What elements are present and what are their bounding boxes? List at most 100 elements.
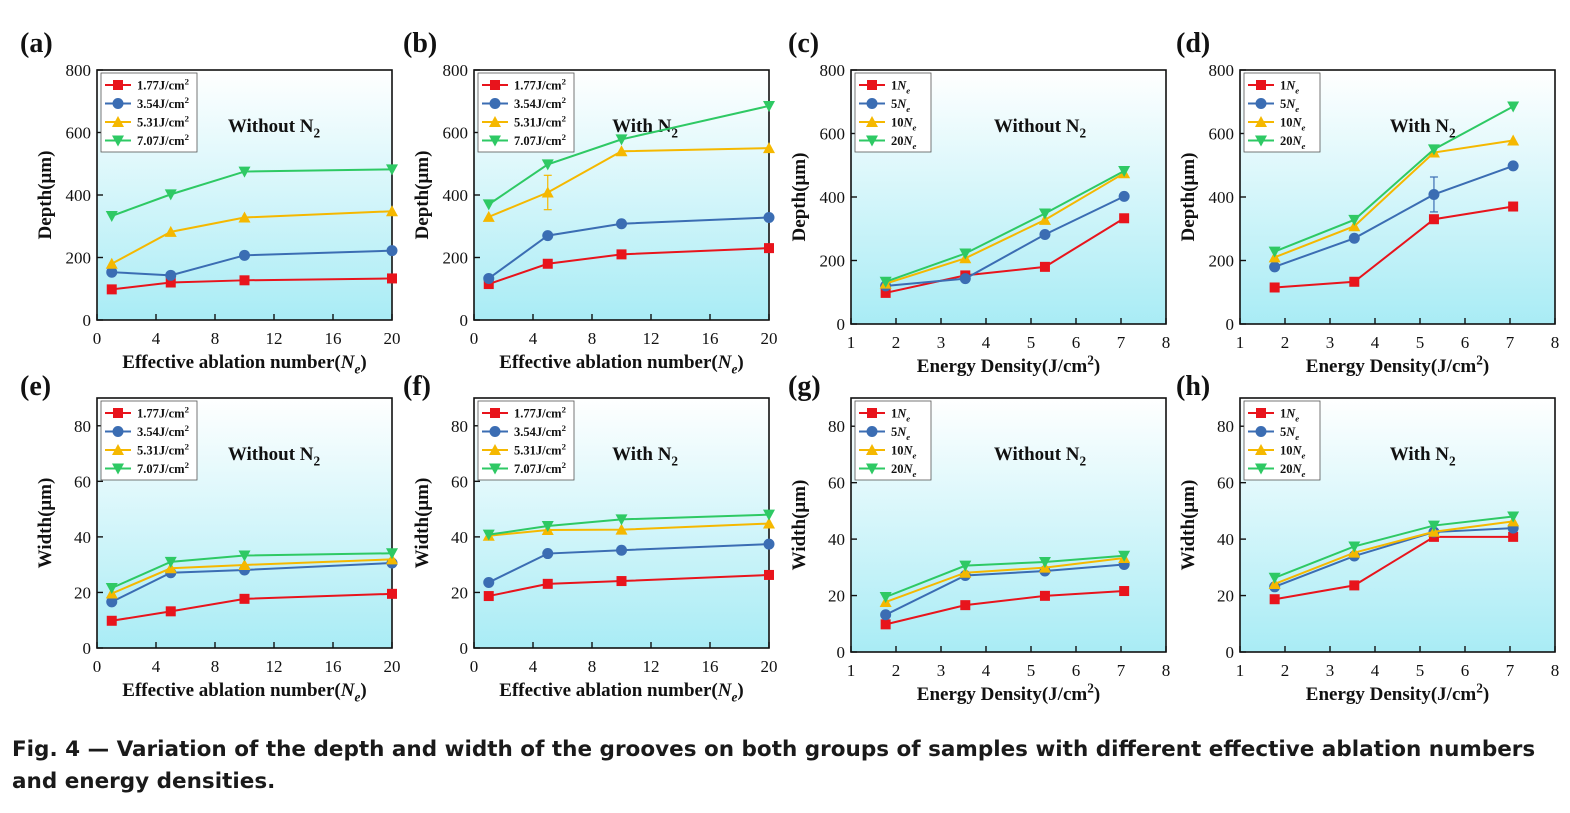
series-line [111,592,393,622]
series-line [885,563,1125,616]
x-tick-label: 20 [384,657,401,676]
plot-frame [1239,397,1556,653]
data-point [1038,556,1051,568]
panel-e: (e) 0 4 8 12 16 20 0 20 40 60 80 Effective ablation … [20,371,401,705]
series-line [885,195,1125,287]
legend-marker [866,135,878,147]
legend-label: 10Ne​ [1280,444,1306,461]
data-point [1428,214,1439,225]
y-tick-label: 40 [451,528,468,547]
data-point [238,558,251,570]
y-tick-label: 200 [66,249,92,268]
y-tick-label: 0 [460,639,469,658]
y-axis-label: Depth(μm) [35,151,56,240]
legend-marker [1256,408,1266,418]
legend-marker [867,408,877,418]
series-line [111,168,393,217]
data-point [615,145,628,157]
x-axis-label: Energy Density(J/cm2​) [1306,352,1489,377]
data-point [1118,550,1131,562]
x-axis-label: Effective ablation number(Ne​) [499,680,743,705]
legend-label: 1Ne​ [1280,407,1299,424]
legend-marker [490,408,500,418]
y-tick-label: 20 [828,587,845,606]
legend-marker [1255,135,1267,147]
y-tick-label: 80 [451,417,468,436]
data-point [483,279,494,290]
legend-label: 1.77J/cm2​ [137,77,189,93]
y-tick-label: 800 [443,61,469,80]
series-line [111,210,393,265]
data-point [386,164,398,176]
data-point [1507,101,1520,113]
series-line [1274,139,1514,259]
x-tick-label: 2 [892,333,901,352]
x-axis-label: Energy Density(J/cm2​) [917,680,1100,705]
legend-marker [866,426,878,437]
y-tick-label: 0 [837,315,846,334]
data-point [616,544,627,556]
y-tick-label: 0 [837,643,846,662]
y-tick-label: 60 [451,472,468,491]
series-line [1274,535,1514,601]
figure-caption: Fig. 4 — Variation of the depth and widt… [12,734,1562,798]
data-point [541,159,554,171]
data-point [483,591,494,602]
annotation: Without N2​ [228,444,321,469]
x-axis-label: Energy Density(J/cm2​) [1306,680,1489,705]
data-point [542,258,553,269]
y-axis-label: Width(μm) [789,480,810,571]
y-tick-label: 0 [1226,315,1235,334]
data-point [959,248,972,260]
x-tick-label: 1 [847,333,856,352]
legend-marker [866,444,878,455]
legend-label: 5Ne​ [891,97,910,114]
series-line [885,172,1125,285]
series-line [111,277,393,291]
x-tick-label: 12 [266,657,283,676]
series-line [488,513,770,536]
y-axis-label: Depth(μm) [1178,153,1199,242]
y-tick-label: 20 [451,583,468,602]
legend-marker [489,135,501,147]
legend-label: 5.31J/cm2​ [514,442,566,458]
data-point [615,523,628,535]
x-tick-label: 4 [982,661,991,680]
legend-marker [112,116,124,127]
panel-label: (a) [20,28,53,59]
data-point [959,560,972,572]
y-tick-label: 0 [83,639,92,658]
data-point [616,576,627,587]
legend-label: 5Ne​ [1280,97,1299,114]
x-tick-label: 7 [1506,661,1515,680]
series-line [488,573,770,598]
x-tick-label: 1 [847,661,856,680]
data-point [764,569,774,580]
legend-label: 7.07J/cm2​ [137,132,189,148]
legend-label: 1Ne​ [891,79,910,96]
series-line [885,170,1125,283]
legend-label: 5.31J/cm2​ [137,442,189,458]
data-point [164,225,177,237]
data-point [880,619,891,630]
data-point [1269,594,1280,605]
series-line [111,562,393,603]
legend-label: 7.07J/cm2​ [137,460,189,476]
series-line [885,217,1125,294]
legend-marker [489,463,501,475]
x-tick-label: 4 [529,329,538,348]
x-tick-label: 4 [1371,661,1380,680]
data-point [1349,580,1360,591]
x-tick-label: 5 [1416,661,1425,680]
data-point [880,287,891,298]
legend-label: 7.07J/cm2​ [514,132,566,148]
x-tick-label: 12 [643,329,660,348]
data-point [105,210,118,222]
x-tick-label: 8 [588,329,597,348]
y-tick-label: 400 [443,186,469,205]
plot-frame [96,397,393,649]
y-tick-label: 200 [1209,252,1235,271]
data-point [1268,246,1281,258]
data-point [164,189,177,201]
